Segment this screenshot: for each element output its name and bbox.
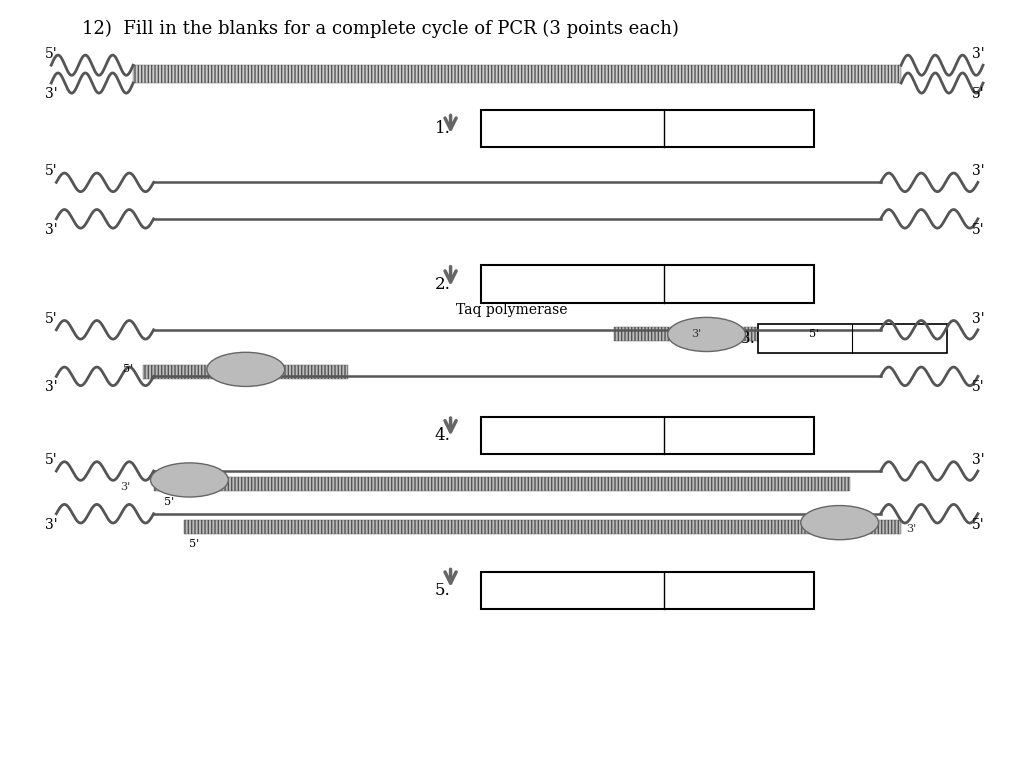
Text: 5': 5' — [45, 165, 57, 178]
Text: 5.: 5. — [435, 582, 451, 599]
Text: 5': 5' — [972, 518, 984, 532]
Text: 5': 5' — [45, 47, 57, 61]
Text: 5': 5' — [45, 453, 57, 467]
Bar — [481, 417, 814, 454]
Bar — [481, 265, 814, 303]
Text: 3': 3' — [45, 518, 57, 532]
Bar — [143, 365, 348, 379]
Text: 3': 3' — [972, 47, 984, 61]
Text: 3': 3' — [120, 482, 130, 491]
Ellipse shape — [151, 462, 228, 497]
Bar — [154, 477, 850, 491]
Bar — [133, 65, 901, 83]
Text: 5': 5' — [123, 365, 133, 374]
Text: 3': 3' — [45, 87, 57, 101]
Ellipse shape — [801, 506, 879, 540]
Text: 4.: 4. — [434, 427, 451, 444]
Text: 5': 5' — [164, 497, 174, 507]
Text: 3': 3' — [972, 453, 984, 467]
Text: 3': 3' — [45, 380, 57, 394]
Bar — [758, 324, 947, 353]
Text: 5': 5' — [45, 312, 57, 326]
Text: 5': 5' — [809, 330, 819, 339]
Text: 5': 5' — [972, 87, 984, 101]
Text: 3': 3' — [45, 223, 57, 237]
Ellipse shape — [207, 352, 285, 386]
Text: 5': 5' — [189, 539, 200, 549]
Bar — [481, 110, 814, 147]
Bar — [184, 520, 901, 534]
Text: 3': 3' — [972, 165, 984, 178]
Text: 5': 5' — [972, 380, 984, 394]
Text: 3': 3' — [906, 525, 916, 534]
Text: 3.: 3. — [739, 330, 756, 347]
Text: Taq polymerase: Taq polymerase — [457, 303, 567, 317]
Text: 2.: 2. — [434, 275, 451, 293]
Text: 3': 3' — [691, 330, 701, 339]
Text: 3': 3' — [972, 312, 984, 326]
Text: 1.: 1. — [434, 120, 451, 137]
Bar — [614, 327, 799, 341]
Ellipse shape — [668, 317, 745, 352]
Text: 12)  Fill in the blanks for a complete cycle of PCR (3 points each): 12) Fill in the blanks for a complete cy… — [82, 19, 679, 38]
Text: 5': 5' — [972, 223, 984, 237]
Bar — [481, 572, 814, 609]
